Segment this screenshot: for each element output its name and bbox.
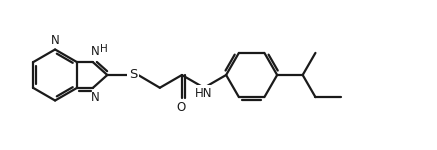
Text: HN: HN — [195, 87, 213, 100]
Text: S: S — [128, 69, 137, 81]
Text: H: H — [100, 44, 108, 54]
Text: O: O — [177, 101, 186, 114]
Text: N: N — [90, 91, 99, 104]
Text: N: N — [90, 45, 99, 58]
Text: N: N — [51, 34, 59, 47]
